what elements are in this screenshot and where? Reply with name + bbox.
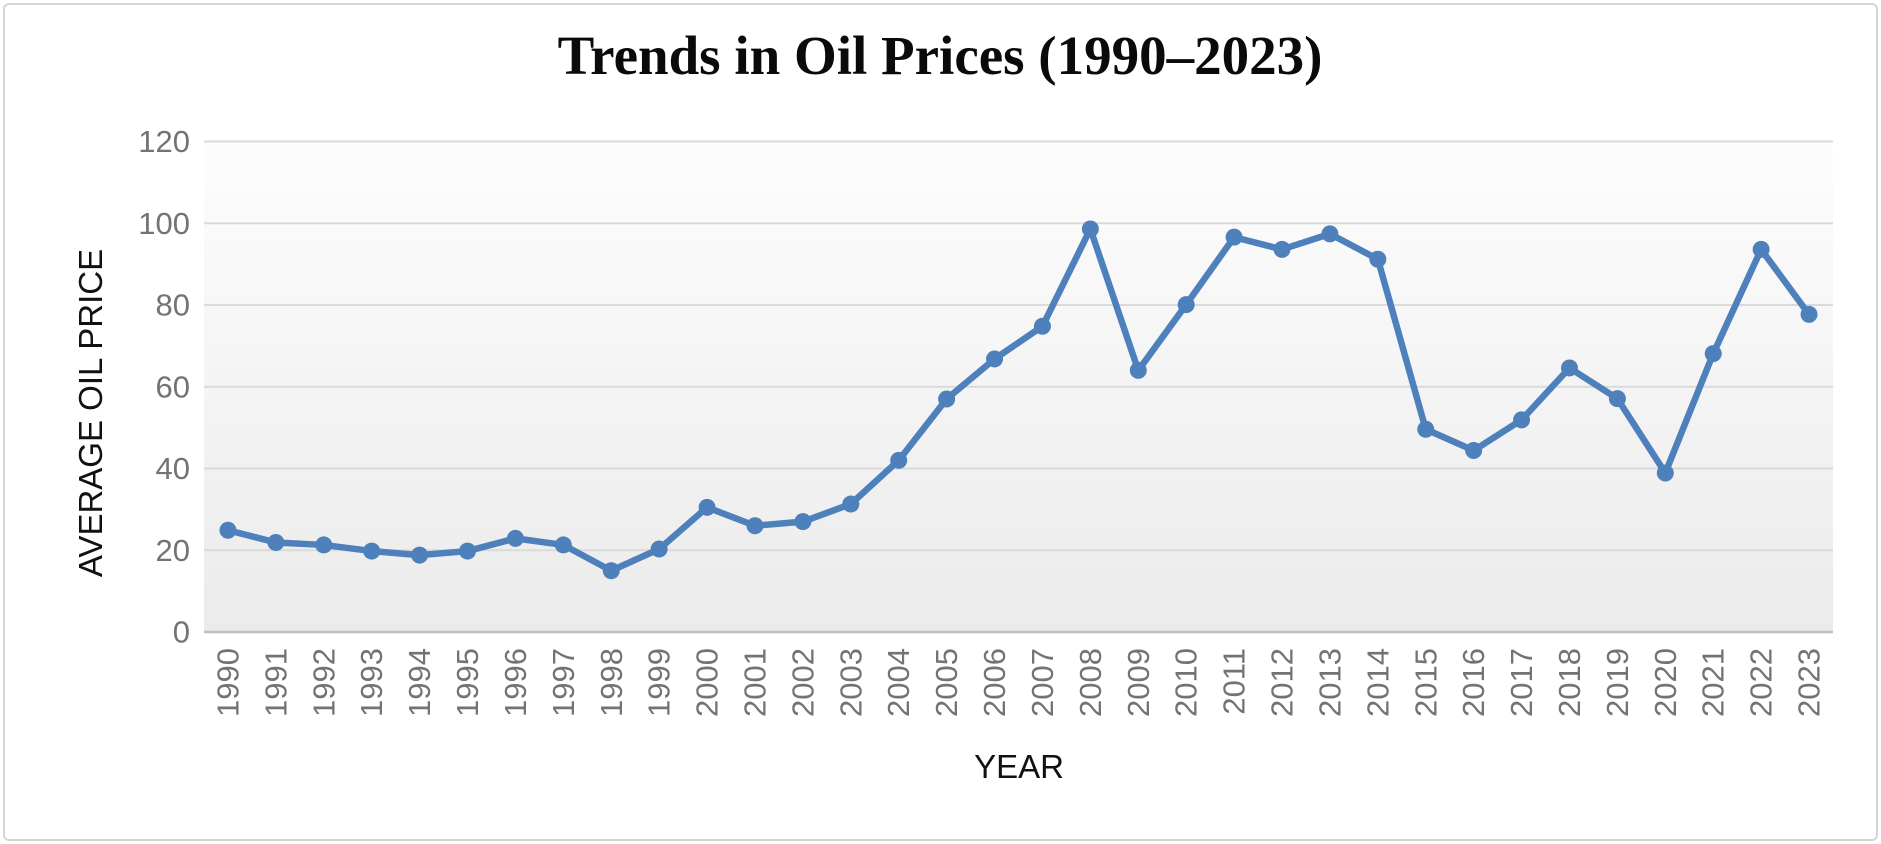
data-point-1996 <box>506 529 524 547</box>
y-tick-label-40: 40 <box>156 451 190 486</box>
x-tick-label-2012: 2012 <box>1265 648 1300 717</box>
data-point-1992 <box>315 536 333 554</box>
data-point-2008 <box>1081 220 1099 238</box>
y-tick-label-60: 60 <box>156 369 190 404</box>
x-axis-tick-labels: 1990 1991 1992 1993 1994 1995 1996 1997 1998 1999… <box>210 648 1826 717</box>
x-tick-label-2015: 2015 <box>1408 648 1443 717</box>
x-tick-label-2016: 2016 <box>1456 648 1491 717</box>
data-point-2005 <box>938 390 956 408</box>
data-point-2000 <box>698 498 716 516</box>
data-point-1991 <box>267 533 285 551</box>
data-point-markers <box>219 220 1818 580</box>
data-point-2019 <box>1608 390 1626 408</box>
data-point-2016 <box>1465 442 1483 460</box>
x-tick-label-1999: 1999 <box>642 648 677 717</box>
x-tick-label-1993: 1993 <box>354 648 389 717</box>
x-tick-label-2005: 2005 <box>929 648 964 717</box>
x-tick-label-1997: 1997 <box>546 648 581 717</box>
x-tick-label-2009: 2009 <box>1121 648 1156 717</box>
data-point-2004 <box>890 451 908 469</box>
x-tick-label-2013: 2013 <box>1312 648 1347 717</box>
x-tick-label-1991: 1991 <box>258 648 293 717</box>
data-point-2021 <box>1704 345 1722 363</box>
data-point-2022 <box>1752 240 1770 258</box>
x-tick-label-2010: 2010 <box>1169 648 1204 717</box>
y-tick-label-20: 20 <box>156 533 190 568</box>
x-tick-label-2022: 2022 <box>1744 648 1779 717</box>
data-point-1998 <box>602 562 620 580</box>
x-tick-label-1996: 1996 <box>498 648 533 717</box>
y-axis-title: AVERAGE OIL PRICE <box>72 249 109 577</box>
y-tick-label-0: 0 <box>173 615 190 650</box>
x-tick-label-1992: 1992 <box>306 648 341 717</box>
x-tick-label-1998: 1998 <box>594 648 629 717</box>
x-tick-label-1994: 1994 <box>402 648 437 717</box>
x-tick-label-2007: 2007 <box>1025 648 1060 717</box>
data-point-1994 <box>411 546 429 564</box>
x-tick-label-2000: 2000 <box>690 648 725 717</box>
x-tick-label-2006: 2006 <box>977 648 1012 717</box>
x-tick-label-2020: 2020 <box>1648 648 1683 717</box>
data-point-2014 <box>1369 250 1387 268</box>
x-tick-label-2023: 2023 <box>1792 648 1827 717</box>
x-tick-label-2003: 2003 <box>833 648 868 717</box>
data-point-1990 <box>219 521 237 539</box>
x-tick-label-2014: 2014 <box>1360 648 1395 717</box>
chart-title: Trends in Oil Prices (1990–2023) <box>558 25 1323 86</box>
x-tick-label-2017: 2017 <box>1504 648 1539 717</box>
x-tick-label-2002: 2002 <box>785 648 820 717</box>
data-point-2013 <box>1321 225 1339 243</box>
data-point-1997 <box>554 536 572 554</box>
x-tick-label-2001: 2001 <box>737 648 772 717</box>
x-tick-label-2021: 2021 <box>1696 648 1731 717</box>
data-point-1995 <box>459 542 477 560</box>
data-point-2002 <box>794 513 812 531</box>
data-point-2020 <box>1656 464 1674 482</box>
x-tick-label-2019: 2019 <box>1600 648 1635 717</box>
data-point-2007 <box>1033 317 1051 335</box>
data-point-2023 <box>1800 305 1818 323</box>
x-tick-label-2011: 2011 <box>1217 648 1252 715</box>
gridlines-group <box>204 140 1833 552</box>
data-point-1999 <box>650 540 668 558</box>
y-tick-label-120: 120 <box>138 124 190 159</box>
x-tick-label-2018: 2018 <box>1552 648 1587 717</box>
y-axis-tick-labels: 0 20 40 60 80 100 120 <box>138 124 190 650</box>
data-point-2018 <box>1560 359 1578 377</box>
y-tick-label-100: 100 <box>138 206 190 241</box>
data-point-2009 <box>1129 361 1147 379</box>
data-point-2012 <box>1273 240 1291 258</box>
x-axis-title: YEAR <box>974 748 1064 785</box>
x-tick-label-2008: 2008 <box>1073 648 1108 717</box>
data-point-2006 <box>986 350 1004 368</box>
data-point-2011 <box>1225 228 1243 246</box>
oil-price-series-line <box>224 225 1813 574</box>
data-point-1993 <box>363 542 381 560</box>
data-point-2015 <box>1417 420 1435 438</box>
data-point-2017 <box>1513 411 1531 429</box>
y-tick-label-80: 80 <box>156 288 190 323</box>
data-point-2010 <box>1177 296 1195 314</box>
data-point-2003 <box>842 495 860 513</box>
x-tick-label-1990: 1990 <box>210 648 245 717</box>
data-point-2001 <box>746 517 764 535</box>
x-tick-label-1995: 1995 <box>450 648 485 717</box>
x-tick-label-2004: 2004 <box>881 648 916 717</box>
